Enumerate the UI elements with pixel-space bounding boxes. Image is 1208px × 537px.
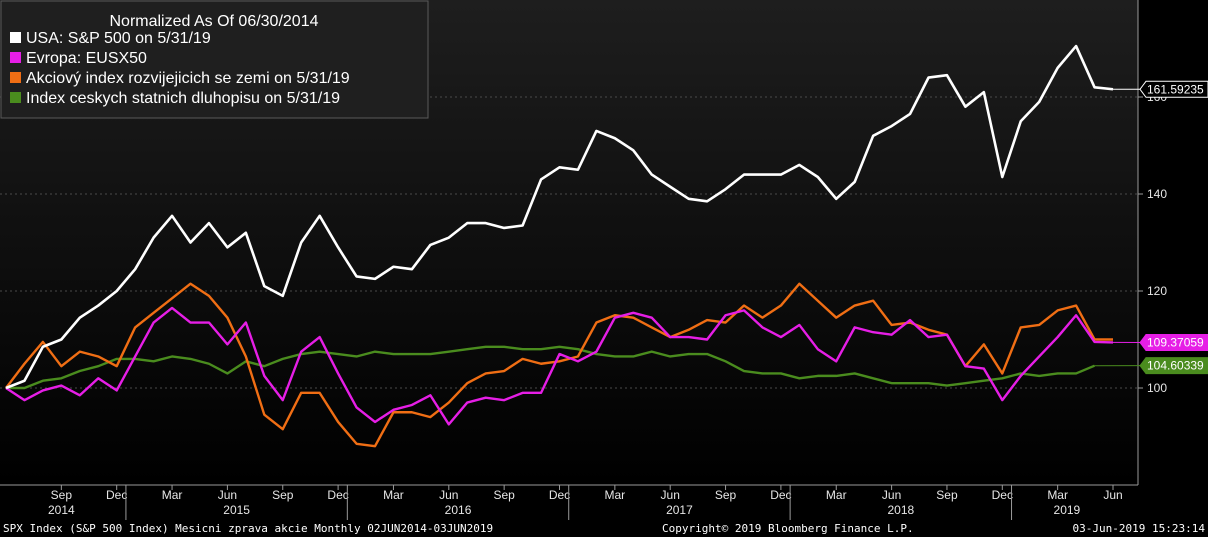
series-line xyxy=(5,282,1113,448)
legend-entry: Index ceskych statnich dluhopisu on 5/31… xyxy=(26,90,340,107)
x-tick-label: Sep xyxy=(936,488,958,502)
y-tick-label: 120 xyxy=(1147,284,1167,298)
legend-box xyxy=(0,0,429,119)
x-tick-label: Jun xyxy=(1103,488,1122,502)
x-tick-label: Dec xyxy=(106,488,127,502)
legend-swatch xyxy=(10,32,21,43)
year-label: 2019 xyxy=(1054,503,1081,517)
last-value-tag xyxy=(1139,80,1208,98)
x-tick-label: Mar xyxy=(826,488,847,502)
last-value-tag xyxy=(1139,334,1208,352)
x-tick-label: Sep xyxy=(493,488,515,502)
x-tick-label: Dec xyxy=(992,488,1013,502)
x-tick-label: Mar xyxy=(605,488,626,502)
legend-swatch xyxy=(10,52,21,63)
legend-entry: USA: S&P 500 on 5/31/19 xyxy=(26,30,211,47)
year-label: 2014 xyxy=(48,503,75,517)
y-tick-label: 140 xyxy=(1147,187,1167,201)
year-label: 2018 xyxy=(887,503,914,517)
x-tick-label: Mar xyxy=(1047,488,1068,502)
series-line xyxy=(5,306,1114,426)
footer-left: SPX Index (S&P 500 Index) Mesicni zprava… xyxy=(3,522,493,535)
x-tick-label: Dec xyxy=(327,488,348,502)
x-tick-label: Jun xyxy=(218,488,237,502)
footer: SPX Index (S&P 500 Index) Mesicni zprava… xyxy=(3,522,1205,535)
x-tick-label: Dec xyxy=(770,488,791,502)
series-line xyxy=(5,44,1114,390)
last-value-labels: 161.59235 109.37059 104.60339 xyxy=(1094,80,1208,375)
last-value-tag xyxy=(1139,357,1208,375)
footer-right: 03-Jun-2019 15:23:14 xyxy=(1073,522,1206,535)
legend: Normalized As Of 06/30/2014 USA: S&P 500… xyxy=(0,0,429,119)
x-tick-label: Sep xyxy=(51,488,73,502)
x-tick-label: Sep xyxy=(272,488,294,502)
x-tick-label: Mar xyxy=(383,488,404,502)
last-value-label: 109.37059 xyxy=(1147,336,1204,350)
x-tick-labels: Sep Dec Mar Jun Sep Dec Mar Jun Sep Dec Mar Jun Sep D… xyxy=(48,485,1123,520)
x-tick-label: Sep xyxy=(715,488,737,502)
series-lines xyxy=(5,44,1114,448)
legend-title: Normalized As Of 06/30/2014 xyxy=(109,13,318,30)
y-tick-label: 100 xyxy=(1147,381,1167,395)
last-value-label: 104.60339 xyxy=(1147,359,1204,373)
legend-entry: Akciový index rozvijejicich se zemi on 5… xyxy=(26,70,350,87)
year-label: 2016 xyxy=(445,503,472,517)
x-tick-label: Jun xyxy=(882,488,901,502)
year-label: 2017 xyxy=(666,503,693,517)
x-tick-label: Jun xyxy=(661,488,680,502)
legend-swatch xyxy=(10,72,21,83)
legend-entry: Evropa: EUSX50 xyxy=(26,50,147,67)
legend-swatch xyxy=(10,92,21,103)
last-value-label: 161.59235 xyxy=(1147,82,1204,96)
x-tick-label: Jun xyxy=(439,488,458,502)
x-tick-label: Mar xyxy=(162,488,183,502)
footer-center: Copyright© 2019 Bloomberg Finance L.P. xyxy=(662,522,914,535)
series-line xyxy=(6,345,1096,390)
x-tick-label: Dec xyxy=(549,488,570,502)
year-label: 2015 xyxy=(223,503,250,517)
